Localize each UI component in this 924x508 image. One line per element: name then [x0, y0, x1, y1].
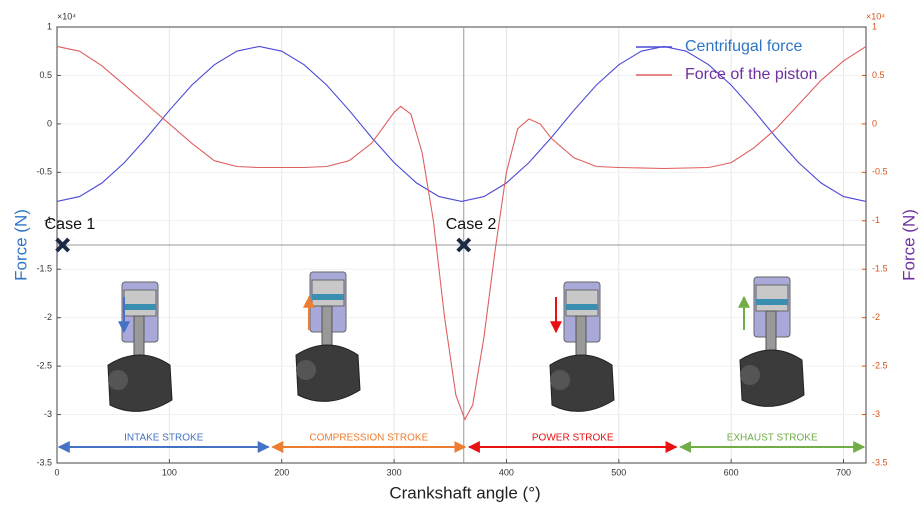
y-tick-label: -1.5 — [36, 264, 52, 274]
y-tick-label: -0.5 — [36, 167, 52, 177]
y-tick-label: -1 — [44, 215, 52, 225]
y-exponent: ×10⁴ — [57, 11, 76, 21]
y2-tick-label: 1 — [872, 21, 877, 31]
case-marker — [55, 237, 71, 253]
y2-tick-label: 0 — [872, 118, 877, 128]
y-tick-label: -3 — [44, 409, 52, 419]
x-tick-label: 200 — [274, 467, 289, 477]
y2-tick-label: -3 — [872, 409, 880, 419]
x-tick-label: 0 — [54, 467, 59, 477]
y2-tick-label: -2.5 — [872, 360, 888, 370]
y-axis-label: Force (N) — [11, 209, 30, 281]
case-label: Case 2 — [446, 216, 497, 233]
x-tick-label: 100 — [162, 467, 177, 477]
y2-exponent: ×10⁴ — [866, 11, 885, 21]
y2-tick-label: -3.5 — [872, 457, 888, 467]
x-tick-label: 400 — [499, 467, 514, 477]
stroke-label: INTAKE STROKE — [124, 433, 204, 444]
y2-tick-label: -1.5 — [872, 264, 888, 274]
legend-label: Centrifugal force — [685, 38, 802, 55]
y2-tick-label: -1 — [872, 215, 880, 225]
legend-label: Force of the piston — [685, 66, 818, 83]
x-tick-label: 500 — [611, 467, 626, 477]
stroke-label: COMPRESSION STROKE — [309, 433, 428, 444]
data-line — [56, 45, 867, 421]
y-tick-label: 0.5 — [39, 70, 52, 80]
case-marker — [456, 237, 472, 253]
y2-tick-label: 0.5 — [872, 70, 885, 80]
y2-tick-label: -0.5 — [872, 167, 888, 177]
y-tick-label: -2 — [44, 312, 52, 322]
y-tick-label: -3.5 — [36, 457, 52, 467]
case-label: Case 1 — [45, 216, 96, 233]
x-tick-label: 600 — [724, 467, 739, 477]
y2-axis-label: Force (N) — [899, 209, 918, 281]
data-line — [56, 45, 867, 202]
y-tick-label: -2.5 — [36, 360, 52, 370]
y2-tick-label: -2 — [872, 312, 880, 322]
y-tick-label: 0 — [47, 118, 52, 128]
x-tick-label: 300 — [387, 467, 402, 477]
engine-illustrations — [107, 271, 805, 412]
axes: 0 100 200 300 400 500 600 700-3.5-3-2.5-2-1.5-1… — [36, 21, 887, 477]
x-axis-label: Crankshaft angle (°) — [389, 483, 540, 502]
x-tick-label: 700 — [836, 467, 851, 477]
y-tick-label: 1 — [47, 21, 52, 31]
stroke-label: POWER STROKE — [532, 433, 614, 444]
stroke-label: EXHAUST STROKE — [727, 433, 818, 444]
